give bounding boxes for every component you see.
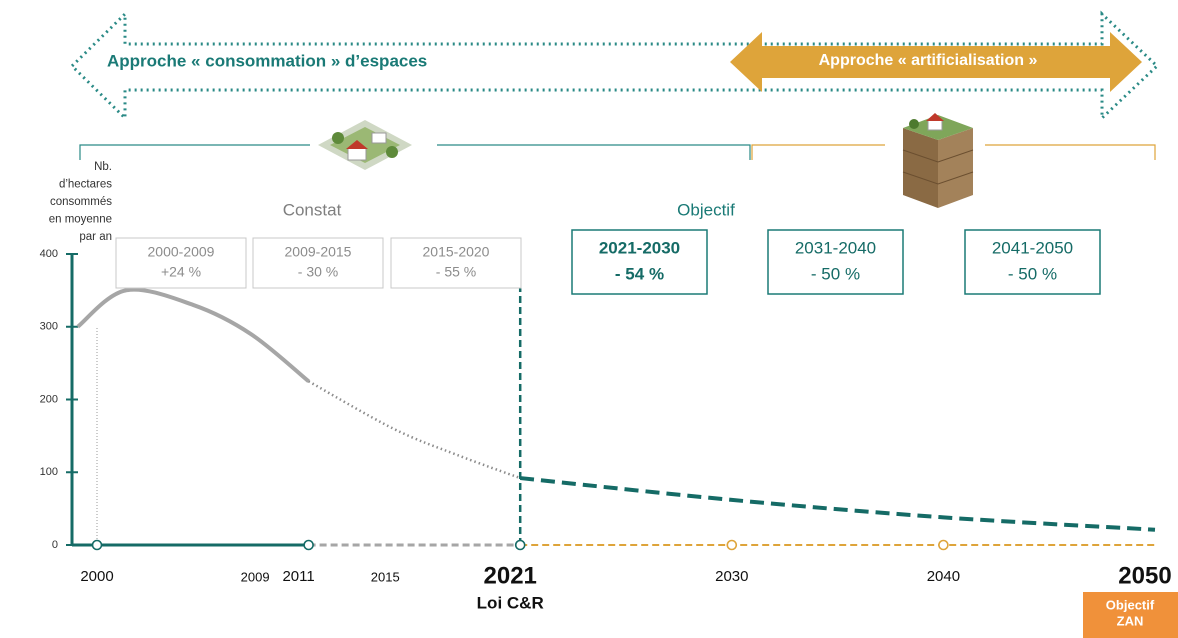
x-tick-label: 2011 <box>282 568 314 585</box>
x-minor-label: 2015 <box>371 569 400 584</box>
y-tick-label: 200 <box>40 393 58 405</box>
period-range: 2031-2040 <box>795 239 876 258</box>
x-tick-label: 2030 <box>715 568 748 585</box>
annotation: Objectif <box>1106 597 1155 612</box>
y-axis-label: consommés <box>50 196 112 208</box>
chart: Approche « consommation » d’espaces Appr… <box>0 0 1178 638</box>
x-tick-label: 2050 <box>1118 562 1171 589</box>
section-label: Constat <box>283 200 342 219</box>
period-range: 2000-2009 <box>148 244 215 260</box>
x-minor-label: 2009 <box>241 569 270 584</box>
bracket-constat <box>80 145 750 160</box>
period-change: - 50 % <box>811 264 860 283</box>
x-tick-marker <box>727 541 736 550</box>
x-tick-marker <box>939 541 948 550</box>
x-tick-marker <box>516 541 525 550</box>
x-tick-marker <box>304 541 313 550</box>
banner-label: Approche « artificialisation » <box>819 52 1038 69</box>
period-change: - 54 % <box>615 264 664 283</box>
x-tick-marker <box>93 541 102 550</box>
period-change: - 30 % <box>298 264 338 280</box>
period-range: 2041-2050 <box>992 239 1073 258</box>
annotation: Loi C&R <box>477 593 544 612</box>
y-tick-label: 300 <box>40 321 58 333</box>
data-line <box>78 290 309 382</box>
section-label: Objectif <box>677 200 735 219</box>
data-line <box>520 478 1155 530</box>
period-change: - 55 % <box>436 264 476 280</box>
y-tick-label: 400 <box>40 248 58 260</box>
annotation: ZAN <box>1117 613 1144 628</box>
x-tick-label: 2040 <box>927 568 960 585</box>
x-tick-label: 2021 <box>484 562 537 589</box>
banner-label: Approche « consommation » d’espaces <box>107 51 427 70</box>
y-tick-label: 0 <box>52 539 58 551</box>
period-range: 2009-2015 <box>285 244 352 260</box>
houses-icon <box>318 120 412 170</box>
period-change: - 50 % <box>1008 264 1057 283</box>
x-tick-label: 2000 <box>80 568 113 585</box>
y-axis-label: en moyenne <box>49 214 112 226</box>
y-tick-label: 100 <box>40 466 58 478</box>
period-range: 2015-2020 <box>423 244 490 260</box>
data-line <box>309 381 521 478</box>
period-change: +24 % <box>161 264 201 280</box>
soil-icon <box>903 113 973 208</box>
y-axis-label: d’hectares <box>59 179 112 191</box>
period-range: 2021-2030 <box>599 239 680 258</box>
y-axis-label: Nb. <box>94 161 112 173</box>
y-axis-label: par an <box>79 231 112 243</box>
